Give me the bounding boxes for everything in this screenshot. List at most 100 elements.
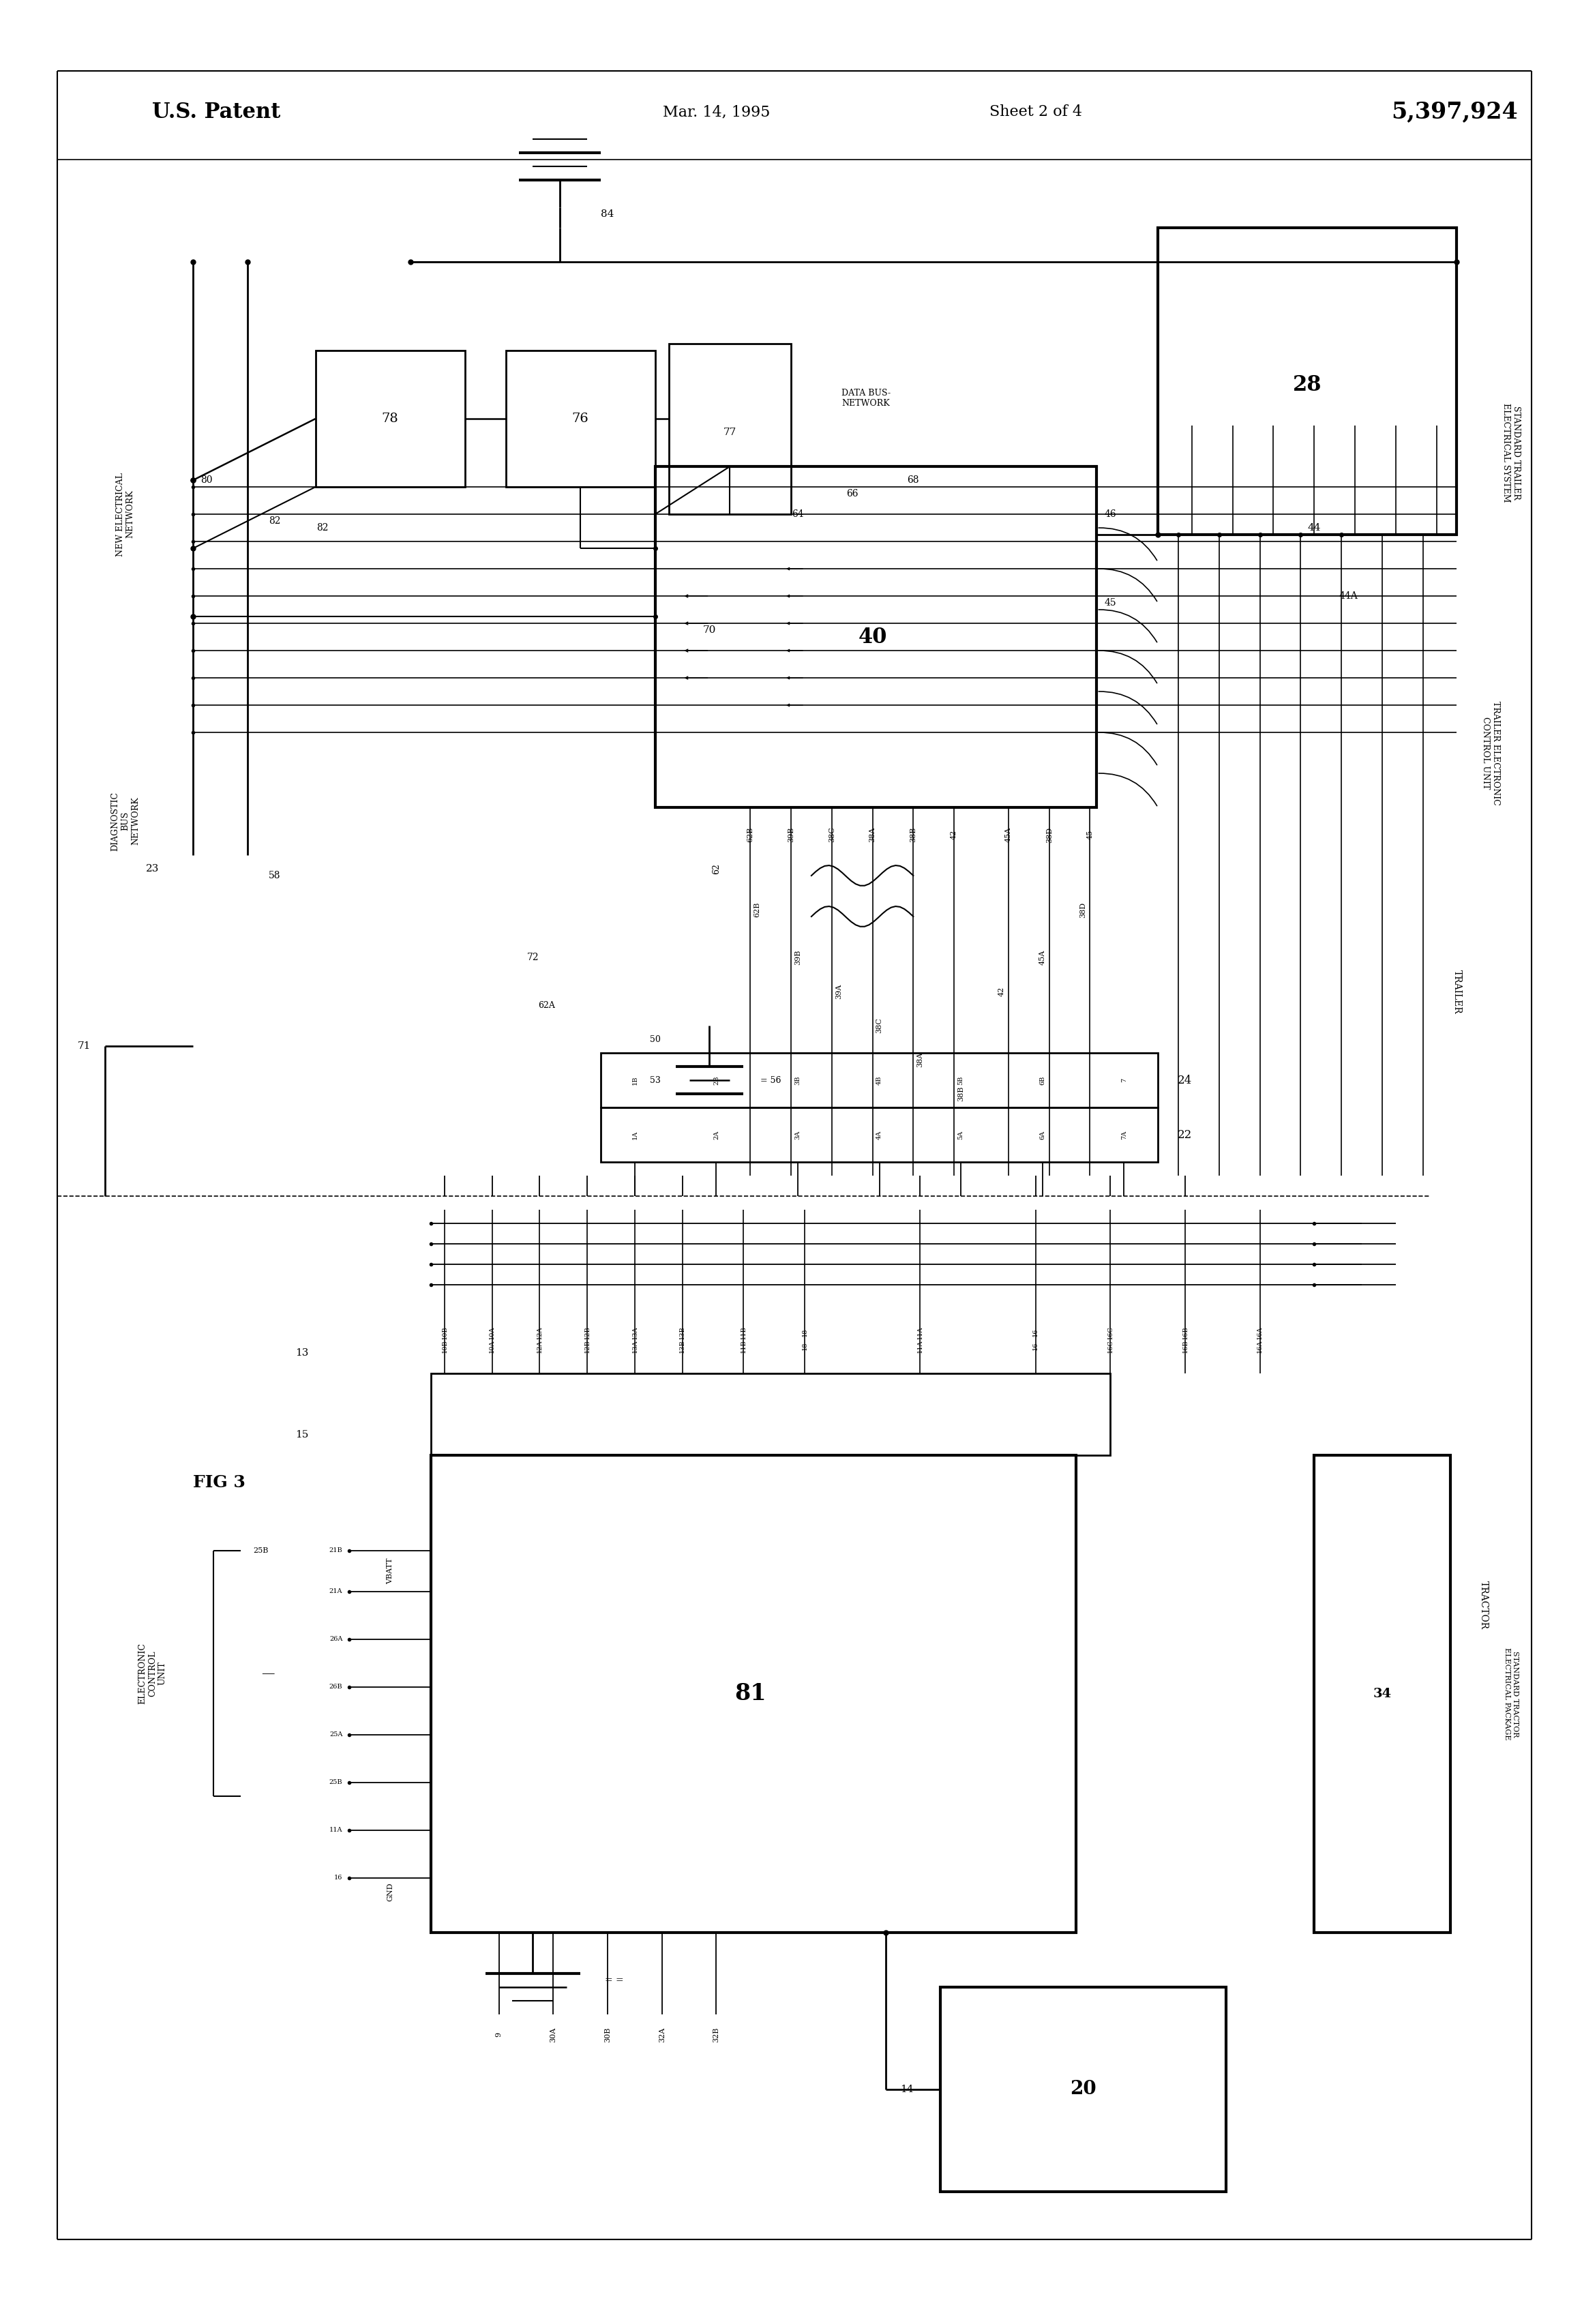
Bar bbox=[430, 1455, 1076, 1934]
Text: 18: 18 bbox=[802, 1329, 808, 1336]
Text: 42: 42 bbox=[998, 988, 1005, 997]
Text: —: — bbox=[261, 1666, 274, 1680]
Text: 44: 44 bbox=[1308, 523, 1321, 532]
Text: STANDARD TRAILER
ELECTRICAL SYSTEM: STANDARD TRAILER ELECTRICAL SYSTEM bbox=[1501, 404, 1520, 502]
Text: 13B: 13B bbox=[679, 1325, 685, 1339]
Text: 21A: 21A bbox=[329, 1590, 343, 1594]
Text: 11A: 11A bbox=[329, 1827, 343, 1834]
Text: 77: 77 bbox=[723, 428, 736, 437]
Text: 76: 76 bbox=[573, 414, 589, 425]
Text: 14: 14 bbox=[900, 2085, 913, 2094]
Text: 16: 16 bbox=[334, 1875, 343, 1880]
Text: 24: 24 bbox=[1179, 1074, 1193, 1085]
Text: FIG 3: FIG 3 bbox=[193, 1473, 245, 1490]
Bar bbox=[669, 344, 791, 514]
Text: 11A: 11A bbox=[918, 1339, 924, 1353]
Text: 38C: 38C bbox=[829, 827, 835, 844]
Text: 38A: 38A bbox=[916, 1053, 924, 1067]
Text: 22: 22 bbox=[1179, 1129, 1193, 1141]
Text: 70: 70 bbox=[702, 625, 717, 634]
Text: 62B: 62B bbox=[747, 827, 753, 841]
Text: 78: 78 bbox=[381, 414, 399, 425]
Text: 30B: 30B bbox=[604, 2027, 611, 2043]
Text: U.S. Patent: U.S. Patent bbox=[152, 102, 280, 123]
Text: 45: 45 bbox=[1104, 597, 1117, 607]
Text: 16C: 16C bbox=[1107, 1339, 1114, 1353]
Text: 16B: 16B bbox=[1182, 1339, 1188, 1353]
Text: 18: 18 bbox=[802, 1341, 808, 1350]
Text: 5A: 5A bbox=[957, 1129, 963, 1139]
Text: 13: 13 bbox=[296, 1348, 308, 1357]
Text: 68: 68 bbox=[908, 476, 919, 486]
Text: DATA BUS-
NETWORK: DATA BUS- NETWORK bbox=[842, 388, 891, 409]
Bar bbox=[1315, 1455, 1451, 1934]
Text: 12B: 12B bbox=[584, 1325, 590, 1339]
Text: 10B: 10B bbox=[441, 1339, 448, 1353]
Text: 13A: 13A bbox=[631, 1325, 638, 1339]
Text: STANDARD TRACTOR
ELECTRICAL PACKAGE: STANDARD TRACTOR ELECTRICAL PACKAGE bbox=[1504, 1648, 1519, 1741]
Text: 62: 62 bbox=[712, 865, 721, 874]
Text: 4B: 4B bbox=[876, 1076, 883, 1085]
Text: 5B: 5B bbox=[957, 1076, 963, 1085]
Text: 5,397,924: 5,397,924 bbox=[1391, 100, 1519, 123]
Text: 32A: 32A bbox=[658, 2027, 666, 2043]
Text: 40: 40 bbox=[857, 627, 888, 648]
Text: TRACTOR: TRACTOR bbox=[1479, 1580, 1489, 1629]
Text: 39B: 39B bbox=[788, 827, 794, 841]
Text: 26B: 26B bbox=[329, 1685, 343, 1690]
Text: 30A: 30A bbox=[551, 2027, 557, 2043]
Text: 10A: 10A bbox=[489, 1339, 495, 1353]
Text: 16C: 16C bbox=[1107, 1325, 1114, 1339]
Text: 72: 72 bbox=[527, 953, 539, 962]
Text: 1B: 1B bbox=[631, 1076, 638, 1085]
Text: 53: 53 bbox=[650, 1076, 661, 1085]
Text: 39A: 39A bbox=[835, 983, 842, 999]
Bar bbox=[430, 1373, 1111, 1455]
Text: 45A: 45A bbox=[1039, 951, 1046, 964]
Text: 11B: 11B bbox=[740, 1339, 747, 1353]
Text: 34: 34 bbox=[1373, 1687, 1391, 1699]
Text: 25B: 25B bbox=[329, 1780, 343, 1785]
Text: 3A: 3A bbox=[794, 1129, 800, 1139]
Text: 38D: 38D bbox=[1046, 827, 1052, 844]
Text: 4A: 4A bbox=[876, 1129, 883, 1139]
Bar bbox=[601, 1053, 1158, 1109]
Text: 80: 80 bbox=[201, 476, 212, 486]
Text: 32B: 32B bbox=[713, 2027, 720, 2043]
Bar bbox=[940, 1987, 1226, 2192]
Bar bbox=[1158, 228, 1457, 535]
Text: 25B: 25B bbox=[253, 1548, 269, 1555]
Text: TRAILER: TRAILER bbox=[1452, 969, 1462, 1013]
Text: 71: 71 bbox=[78, 1041, 92, 1050]
Text: 25A: 25A bbox=[329, 1731, 343, 1738]
Text: Mar. 14, 1995: Mar. 14, 1995 bbox=[663, 105, 770, 119]
Text: 39B: 39B bbox=[794, 951, 800, 964]
Text: 28: 28 bbox=[1292, 374, 1323, 395]
Text: 12A: 12A bbox=[536, 1325, 543, 1339]
Text: 9: 9 bbox=[495, 2034, 501, 2038]
Text: 26A: 26A bbox=[329, 1636, 343, 1643]
Bar bbox=[506, 351, 655, 488]
Text: GND: GND bbox=[386, 1882, 394, 1901]
Text: 16A: 16A bbox=[1256, 1339, 1262, 1353]
Text: = =: = = bbox=[604, 1975, 623, 1985]
Text: 16: 16 bbox=[1033, 1329, 1039, 1336]
Text: 12B: 12B bbox=[584, 1339, 590, 1353]
Text: 38D: 38D bbox=[1081, 902, 1087, 918]
Text: 6A: 6A bbox=[1039, 1129, 1046, 1139]
Text: 7A: 7A bbox=[1122, 1129, 1126, 1139]
Text: 12A: 12A bbox=[536, 1339, 543, 1353]
Text: 62B: 62B bbox=[753, 902, 761, 918]
Text: 10A: 10A bbox=[489, 1327, 495, 1339]
Text: 13A: 13A bbox=[631, 1339, 638, 1353]
Text: 82: 82 bbox=[269, 516, 280, 525]
Text: 38B: 38B bbox=[910, 827, 916, 841]
Text: 16B: 16B bbox=[1182, 1325, 1188, 1339]
Text: 11A: 11A bbox=[918, 1325, 924, 1339]
Text: 2A: 2A bbox=[713, 1129, 720, 1139]
Text: Sheet 2 of 4: Sheet 2 of 4 bbox=[989, 105, 1082, 119]
Text: 84: 84 bbox=[601, 209, 614, 218]
Text: 13B: 13B bbox=[679, 1339, 685, 1353]
Text: 62A: 62A bbox=[538, 1002, 555, 1009]
Text: 38A: 38A bbox=[869, 827, 876, 841]
